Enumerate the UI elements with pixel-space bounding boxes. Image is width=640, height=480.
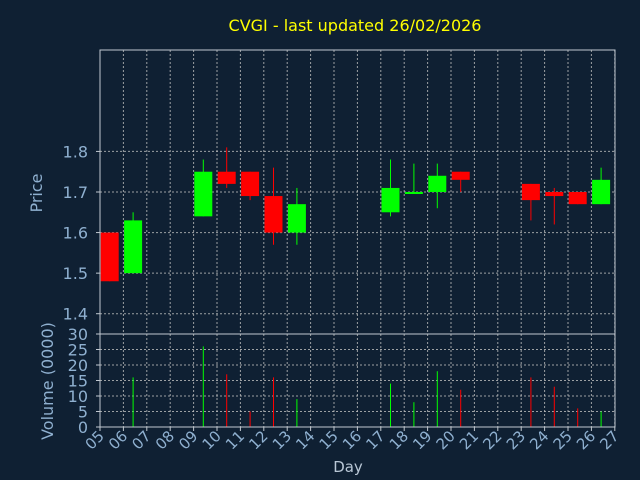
price-tick-label: 1.6 [63,224,88,243]
x-tick-label: 24 [526,427,552,453]
candle-18 [404,163,423,194]
candle-body [521,183,540,201]
x-tick-label: 08 [152,427,178,453]
candle-body [451,171,470,180]
x-tick-label: 25 [550,427,576,453]
x-tick-label: 18 [386,427,412,453]
candle-24 [545,187,564,225]
x-axis-label: Day [333,458,363,476]
x-tick-label: 22 [479,427,505,453]
x-tick-label: 19 [409,427,435,453]
candle-body [428,175,447,192]
x-tick-label: 17 [362,427,388,453]
x-tick-label: 21 [456,427,482,453]
candle-body [217,171,236,184]
volume-tick-label: 20 [68,356,88,375]
candle-20 [451,171,470,192]
volume-axis-label: Volume (0000) [38,322,57,440]
candle-19 [428,163,447,209]
volume-tick-label: 25 [68,341,88,360]
candle-23 [521,183,540,221]
x-tick-label: 11 [222,427,248,453]
x-tick-label: 20 [433,427,459,453]
candle-17 [381,159,400,217]
price-candles [100,147,611,282]
volume-tick-label: 0 [78,418,88,437]
x-tick-label: 09 [175,427,201,453]
candle-26 [592,167,611,205]
candle-body [124,220,143,274]
price-tick-label: 1.5 [63,264,88,283]
price-tick-label: 1.7 [63,183,88,202]
candle-body [404,192,423,194]
chart-title: CVGI - last updated 26/02/2026 [229,16,482,35]
candle-body [194,171,213,217]
price-axis-label: Price [27,173,46,212]
candle-11 [241,171,260,201]
x-tick-label: 13 [269,427,295,453]
candle-body [568,192,587,205]
x-tick-label: 15 [316,427,342,453]
candle-body [241,171,260,197]
x-tick-label: 06 [105,427,131,453]
candle-body [264,196,283,233]
x-tick-label: 10 [199,427,225,453]
volume-bars [132,346,602,427]
candle-10 [217,147,236,188]
x-tick-label: 23 [503,427,529,453]
candle-25 [568,192,587,205]
candle-body [592,179,611,205]
candle-12 [264,167,283,245]
candle-body [100,232,119,282]
x-tick-label: 16 [339,427,365,453]
candle-05 [100,232,119,282]
volume-tick-label: 15 [68,372,88,391]
volume-tick-label: 10 [68,387,88,406]
x-tick-label: 07 [128,427,154,453]
candle-body [545,192,564,197]
x-tick-label: 26 [573,427,599,453]
candle-09 [194,159,213,217]
grid-layer [99,50,616,427]
x-tick-label: 14 [292,427,318,453]
candle-06 [124,212,143,274]
candle-body [287,204,306,233]
price-tick-label: 1.8 [63,142,88,161]
price-tick-label: 1.4 [63,305,88,324]
x-tick-label: 27 [596,427,622,453]
volume-tick-label: 30 [68,325,88,344]
candle-13 [287,187,306,245]
volume-tick-label: 5 [78,403,88,422]
x-tick-label: 12 [245,427,271,453]
candle-body [381,187,400,213]
